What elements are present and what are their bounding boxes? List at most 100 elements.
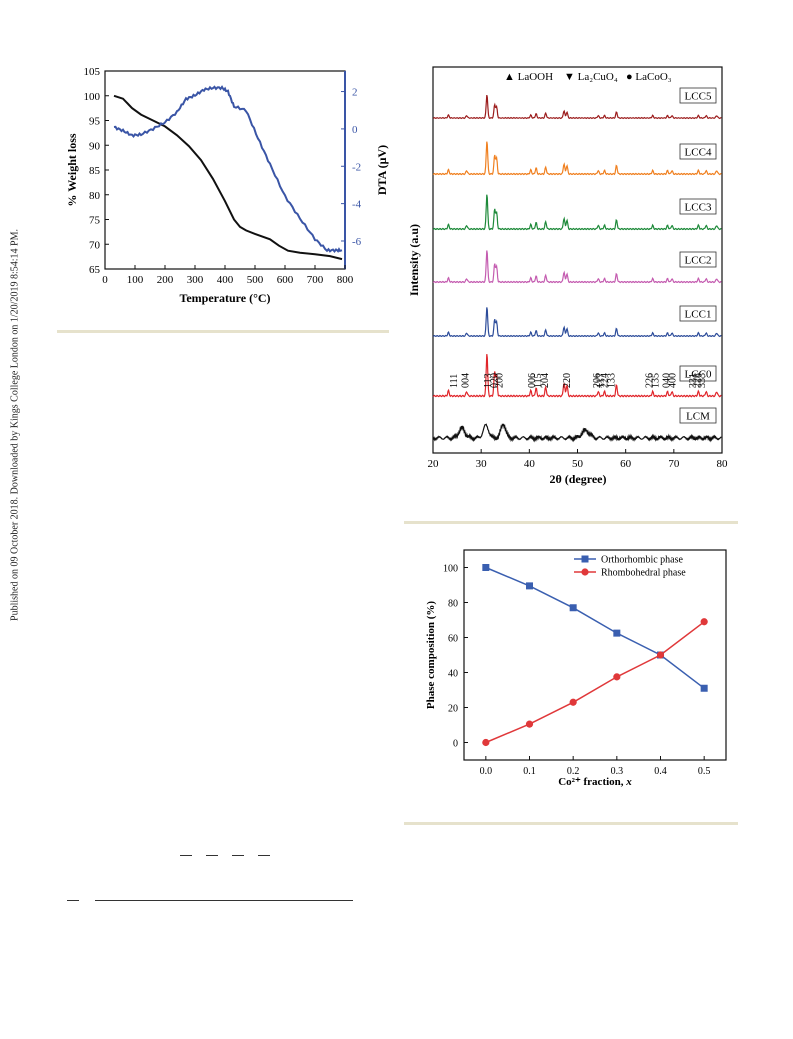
dta-y-tick-label: 2 [352,87,358,99]
phase-line-rhombohedral [485,621,705,744]
xrd-legend-item: ▼ La₂CuO₄ [564,71,618,83]
xrd-legend: ▲ LaOOH ▼ La₂CuO₄ ● LaCoO₃ [504,71,672,83]
xrd-sample-label: LCC1 [685,309,712,321]
equation-fraction-bar [95,900,353,901]
phase-x-tick-label: 0.1 [523,766,536,777]
equation-fragment [232,855,244,856]
tga-y-tick-label: 100 [84,91,101,103]
xrd-x-axis-label: 2θ (degree) [549,472,606,486]
xrd-sample-label: LCM [686,411,710,423]
tga-x-tick-label: 500 [247,274,264,286]
xrd-hkl-label: 333 [697,373,708,388]
tga-y-tick-label: 90 [89,140,101,152]
phase-legend-marker [581,555,589,563]
equation-fragment [180,855,192,856]
equation-fragment [206,855,218,856]
phase-line-orthorhombic [485,566,705,689]
phase-y-tick-label: 0 [453,739,458,750]
figure-separator-1 [57,330,389,333]
tga-dta-chart: 0 100 200 300 400 500 600 700 800 65 70 75 80 85 90 95… [65,66,389,305]
phase-point-rhombohedral [700,618,708,626]
xrd-hkl-label: 220 [562,373,573,388]
phase-point-rhombohedral [613,673,621,681]
dta-y-tick-label: -2 [352,161,361,173]
tga-x-tick-label: 100 [127,274,144,286]
xrd-legend-item: ● LaCoO₃ [626,71,672,83]
phase-x-tick-label: 0.3 [611,766,624,777]
dta-line [113,85,343,253]
weight-loss-line [113,94,343,261]
xrd-hkl-label: 133 [607,373,618,388]
equation-fragment [258,855,270,856]
equation-fragment [67,900,79,901]
dta-y-tick-label: -6 [352,236,362,248]
xrd-sample-box [679,407,717,424]
tga-y-axis-label: % Weight loss [65,133,79,206]
phase-point-rhombohedral [525,720,534,728]
xrd-trace-lcc2 [432,250,722,284]
figure-separator-3 [404,822,738,825]
phase-x-tick-label: 0.4 [654,766,667,777]
phase-x-axis-label: Co²⁺ fraction, x [558,776,632,788]
phase-legend: Orthorhombic phase Rhombohedral phase [574,555,686,579]
xrd-hkl-label: 200 [495,373,506,388]
xrd-hkl-label: 228 [693,373,704,388]
phase-point-orthorhombic [569,604,577,612]
phase-x-tick-label: 0.0 [480,766,493,777]
xrd-trace-lcc5 [432,94,722,120]
tga-x-tick-label: 800 [337,274,354,286]
xrd-hkl-label: 111 [449,374,460,388]
xrd-sample-box [679,251,717,268]
xrd-trace-lcm [432,423,722,443]
tga-x-tick-label: 300 [187,274,204,286]
xrd-trace-lcc1 [432,307,722,338]
phase-legend-marker [581,568,589,576]
xrd-hkl-label: 113 [483,373,494,388]
xrd-hkl-label: 117 [596,373,607,388]
xrd-x-tick-label: 30 [476,458,488,470]
xrd-sample-label: LCC3 [685,202,712,214]
xrd-hkl-label: 331 [688,373,699,388]
xrd-sample-label: LCC5 [685,91,712,103]
tga-plot-frame [104,70,346,270]
xrd-hkl-label: 400 [667,373,678,388]
xrd-hkl-label: 040 [662,373,673,388]
tga-y-tick-label: 95 [89,116,101,128]
phase-point-orthorhombic [700,684,708,692]
xrd-chart: ▲ LaOOH ▼ La₂CuO₄ ● LaCoO₃ LCC5 LCC4 LCC3 LCC… [407,66,728,486]
tga-y-tick-label: 85 [89,165,101,177]
phase-point-rhombohedral [482,738,490,747]
xrd-x-tick-label: 40 [524,458,536,470]
publication-notice: Published on 09 October 2018. Downloaded… [8,210,22,640]
phase-x-tick-label: 0.5 [698,766,711,777]
phase-point-orthorhombic [613,629,621,637]
xrd-y-axis-label: Intensity (a.u) [407,224,421,296]
phase-y-tick-label: 100 [443,564,458,575]
xrd-trace-lcc0 [432,354,722,398]
tga-x-tick-label: 200 [157,274,174,286]
phase-legend-label: Rhombohedral phase [601,568,686,579]
tga-y-tick-label: 65 [89,264,101,276]
xrd-hkl-label: 206 [592,373,603,388]
xrd-hkl-label: 135 [651,373,662,388]
tga-x-tick-label: 600 [277,274,294,286]
xrd-hkl-label: 006 [527,373,538,388]
xrd-legend-item: ▲ LaOOH [504,71,553,83]
phase-x-axis-label-text: Co²⁺ fraction, [558,776,626,788]
tga-x-tick-label: 400 [217,274,234,286]
tga-x-axis-label: Temperature (°C) [179,291,270,305]
figure-separator-2 [404,521,738,524]
phase-x-tick-label: 0.2 [567,766,580,777]
xrd-sample-box [679,198,717,215]
xrd-hkl-label: 224 [600,373,611,388]
xrd-sample-box [679,305,717,322]
phase-point-rhombohedral [656,651,665,659]
xrd-sample-label: LCC0 [685,369,712,381]
phase-x-axis-variable: x [625,776,632,788]
xrd-x-tick-label: 60 [620,458,632,470]
tga-y-tick-label: 80 [89,190,101,202]
xrd-hkl-label: 004 [460,373,471,388]
xrd-x-tick-label: 50 [572,458,584,470]
xrd-sample-label: LCC2 [685,255,712,267]
phase-y-tick-label: 20 [448,704,458,715]
